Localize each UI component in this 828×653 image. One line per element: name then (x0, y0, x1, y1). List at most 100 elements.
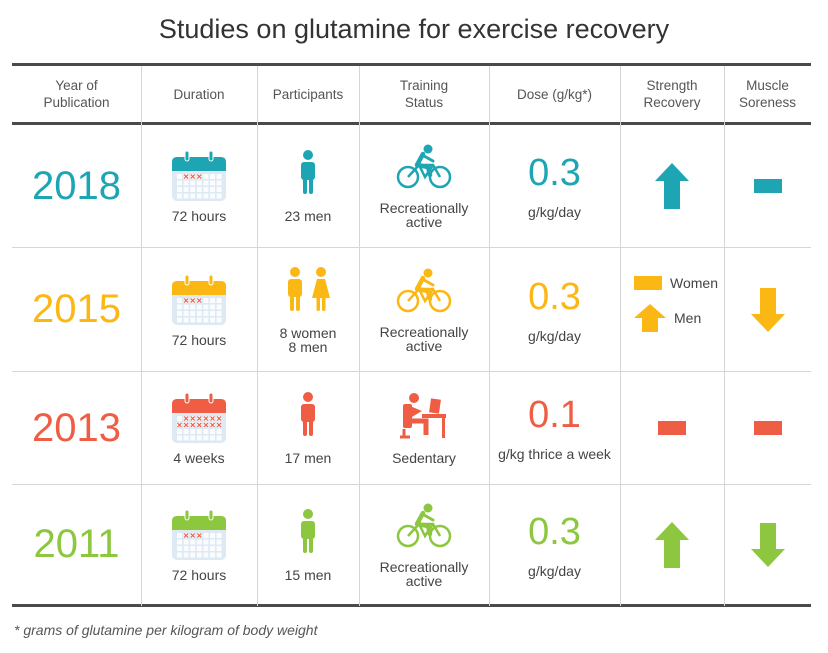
participants-cell: 17 men (257, 372, 359, 484)
year-cell: 2018 (12, 125, 141, 247)
header-duration: Duration (173, 86, 225, 102)
header-participants: Participants (272, 86, 344, 102)
participants-cell: 8 women 8 men (257, 248, 359, 371)
training-cell: Recreationally active (359, 125, 489, 247)
legend-men-label: Men (674, 310, 702, 326)
column-divider (359, 66, 360, 606)
down-arrow-icon (750, 522, 785, 567)
year-label: 2015 (32, 287, 121, 331)
strength-cell: Women Men (620, 248, 724, 371)
year-cell: 2011 (12, 485, 141, 604)
cyclist-icon (395, 143, 453, 189)
calendar-icon (170, 273, 228, 327)
legend-women-label: Women (670, 275, 718, 291)
dash-icon (753, 421, 782, 435)
man-icon (285, 266, 305, 312)
participant-icons (298, 391, 318, 437)
training-status-label: Sedentary (392, 450, 456, 466)
dose-unit-label: g/kg thrice a week (498, 446, 611, 462)
header-year: Year of Publication (43, 78, 110, 110)
duration-cell: 4 weeks (141, 372, 257, 484)
header-training: Training Status (399, 78, 449, 110)
soreness-cell (724, 485, 811, 604)
training-status-label: Recreationally active (379, 323, 469, 354)
column-divider (257, 66, 258, 606)
dash-icon (658, 421, 686, 435)
strength-cell (620, 372, 724, 484)
column-divider (141, 66, 142, 606)
bottom-rule (12, 604, 811, 607)
soreness-cell (724, 372, 811, 484)
top-rule (12, 63, 811, 66)
dose-cell: 0.3 g/kg/day (489, 248, 620, 371)
header-rule (12, 122, 811, 125)
calendar-icon (170, 149, 228, 203)
dose-value: 0.3 (528, 275, 581, 318)
legend-men: Men (634, 304, 701, 332)
down-arrow-icon (750, 287, 785, 332)
calendar-icon (170, 391, 228, 445)
man-icon (298, 149, 318, 195)
year-label: 2013 (32, 405, 121, 450)
man-icon (298, 391, 318, 437)
row-divider (12, 371, 811, 372)
participants-label: 15 men (284, 566, 332, 583)
man-icon (298, 508, 318, 554)
participant-icons (285, 266, 331, 312)
participants-label: 8 women 8 men (279, 324, 337, 355)
duration-cell: 72 hours (141, 248, 257, 371)
dose-cell: 0.3 g/kg/day (489, 125, 620, 247)
duration-label: 72 hours (171, 331, 227, 348)
up-arrow-icon (655, 521, 689, 568)
participants-cell: 23 men (257, 125, 359, 247)
column-divider (724, 66, 725, 606)
legend-women: Women (634, 276, 718, 290)
dose-value: 0.3 (528, 510, 581, 553)
training-status-label: Recreationally active (379, 558, 469, 589)
duration-label: 72 hours (171, 208, 227, 224)
participants-cell: 15 men (257, 485, 359, 604)
column-divider (620, 66, 621, 606)
up-arrow-icon (655, 163, 689, 209)
cyclist-icon (395, 267, 453, 313)
dose-value: 0.3 (528, 152, 581, 194)
year-cell: 2015 (12, 248, 141, 371)
year-cell: 2013 (12, 372, 141, 484)
dose-unit-label: g/kg/day (528, 204, 581, 220)
dose-unit-label: g/kg/day (528, 562, 581, 579)
training-status-label: Recreationally active (379, 200, 469, 230)
strength-cell (620, 125, 724, 247)
header-dose: Dose (g/kg*) (516, 86, 593, 102)
duration-cell: 72 hours (141, 125, 257, 247)
desk-worker-icon (400, 391, 448, 439)
footnote: * grams of glutamine per kilogram of bod… (14, 622, 318, 638)
soreness-cell (724, 125, 811, 247)
year-label: 2011 (33, 522, 120, 566)
row-divider (12, 247, 811, 248)
column-divider (489, 66, 490, 606)
participant-icons (298, 508, 318, 554)
dose-cell: 0.3 g/kg/day (489, 485, 620, 604)
dose-unit-label: g/kg/day (528, 327, 581, 344)
training-cell: Recreationally active (359, 248, 489, 371)
participant-icons (298, 149, 318, 195)
header-soreness: Muscle Soreness (738, 78, 797, 110)
dose-cell: 0.1 g/kg thrice a week (489, 372, 620, 484)
dash-icon (753, 179, 782, 193)
strength-cell (620, 485, 724, 604)
participants-label: 23 men (284, 208, 332, 224)
dash-icon (634, 276, 662, 290)
row-divider (12, 484, 811, 485)
participants-label: 17 men (284, 450, 332, 466)
cyclist-icon (395, 502, 453, 548)
duration-cell: 72 hours (141, 485, 257, 604)
header-strength: Strength Recovery (643, 78, 701, 110)
training-cell: Recreationally active (359, 485, 489, 604)
training-cell: Sedentary (359, 372, 489, 484)
dose-value: 0.1 (528, 394, 581, 436)
duration-label: 4 weeks (173, 450, 225, 466)
soreness-cell (724, 248, 811, 371)
woman-icon (311, 266, 331, 312)
chart-title: Studies on glutamine for exercise recove… (158, 14, 670, 44)
year-label: 2018 (32, 163, 121, 208)
